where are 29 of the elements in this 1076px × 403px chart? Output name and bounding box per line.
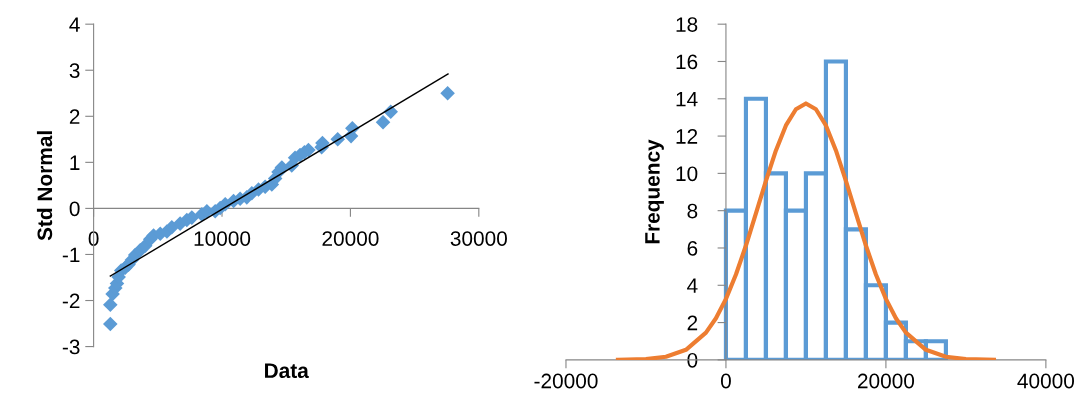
x-tick-label: 20000 [322,231,379,246]
x-tick-label: 40000 [1017,373,1075,389]
y-tick-label: 16 [676,54,698,70]
y-tick-label: 0 [69,201,80,217]
y-tick-label: 8 [687,203,698,219]
y-axis-title: Frequency [645,139,664,244]
x-tick-label: 30000 [450,231,507,246]
y-axis-title: Std Normal [36,131,53,241]
y-tick-label: 4 [687,278,698,293]
y-tick-label: 12 [676,129,698,144]
y-tick-label: 10 [676,166,698,182]
y-tick-label: 1 [70,155,80,170]
y-tick-label: -2 [62,293,80,309]
y-tick-label: 0 [687,352,698,368]
y-tick-label: 2 [687,315,698,331]
y-tick-label: 14 [676,92,698,107]
y-tick-label: 4 [69,17,80,32]
x-tick-label: 0 [88,231,99,246]
y-tick-label: 3 [69,63,80,78]
y-tick-label: -3 [62,339,80,355]
x-tick-label: 10000 [194,231,251,246]
x-tick-label: -20000 [534,373,598,389]
x-tick-label: 20000 [857,373,915,389]
y-tick-label: 18 [676,17,698,32]
y-tick-label: 6 [687,240,698,256]
x-axis-title: Data [265,363,309,378]
y-tick-label: 2 [69,109,80,124]
x-tick-label: 0 [720,373,731,389]
y-tick-label: -1 [62,247,80,263]
